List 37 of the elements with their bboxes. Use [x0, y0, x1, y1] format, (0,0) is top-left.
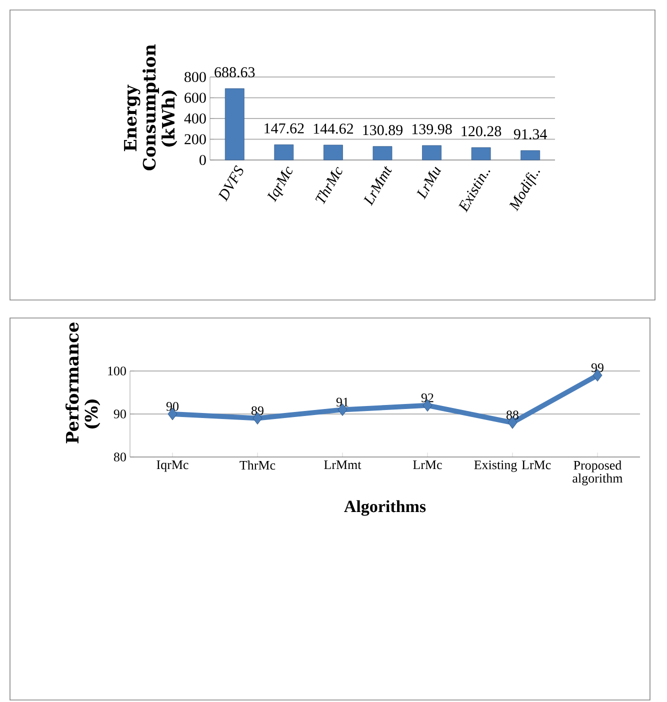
data-label: 92: [421, 393, 434, 402]
y-axis-title: Energy Consumption (kWh): [124, 44, 178, 170]
data-label: 88: [506, 410, 518, 420]
data-label: 688.63: [214, 67, 255, 78]
bar: [224, 88, 244, 160]
data-label: 147.62: [264, 123, 304, 134]
y-tick-label: 600: [184, 92, 206, 103]
data-label: 89: [251, 406, 264, 416]
y-tick-label: 80: [114, 452, 126, 462]
bar: [471, 147, 491, 160]
data-label: 99: [591, 363, 604, 372]
x-tick-label: Proposed algorithm: [572, 460, 623, 486]
bar: [274, 144, 294, 160]
y-tick-label: 400: [184, 113, 206, 124]
data-label: 91: [336, 398, 348, 406]
x-tick-label: LrMc: [413, 460, 442, 470]
bar: [372, 146, 392, 160]
bar: [520, 150, 540, 160]
y-tick-label: 200: [184, 134, 206, 144]
bar: [324, 144, 343, 160]
data-label: 90: [166, 402, 179, 411]
y-tick-label: 800: [184, 72, 206, 82]
x-tick-label: IqrMc: [156, 460, 188, 472]
bar: [422, 145, 442, 160]
x-axis-title: Algorithms: [344, 500, 426, 516]
data-label: 144.62: [314, 124, 353, 134]
x-tick-label: Existing LrMc: [474, 460, 551, 472]
data-label: 130.89: [363, 125, 402, 136]
y-tick-label: 90: [114, 410, 126, 418]
y-axis-title: Performance (%): [66, 322, 100, 444]
data-label: 120.28: [462, 126, 502, 136]
data-label: 139.98: [412, 124, 452, 134]
y-tick-label: 0: [200, 154, 206, 166]
data-label: 91.34: [514, 129, 547, 140]
y-tick-label: 100: [108, 366, 126, 376]
x-tick-label: ThrMc: [240, 460, 276, 470]
x-tick-label: LrMmt: [324, 460, 362, 470]
